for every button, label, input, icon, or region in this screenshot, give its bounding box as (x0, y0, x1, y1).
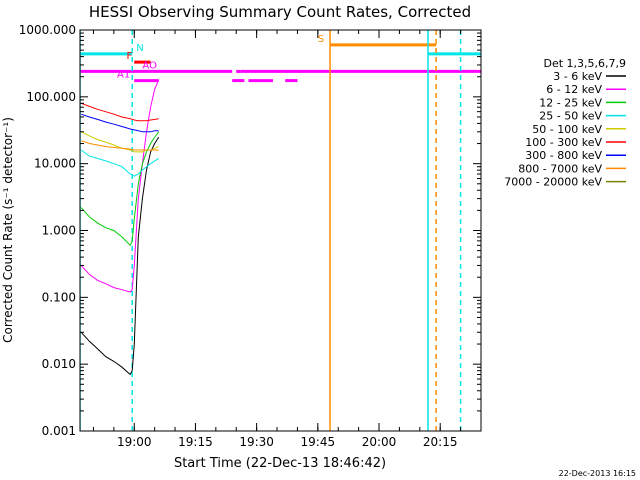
flag-label: AO (142, 60, 157, 71)
series-line (80, 79, 160, 293)
flag-label: N (136, 43, 143, 54)
flag-label: F (126, 51, 132, 62)
legend-title: Det 1,3,5,6,7,9 (543, 57, 626, 70)
legend-entry-label: 12 - 25 keV (539, 96, 602, 109)
legend-entry-label: 100 - 300 keV (525, 136, 602, 149)
footer-timestamp: 22-Dec-2013 16:15 (559, 469, 636, 478)
y-tick-label: 0.100 (42, 290, 76, 304)
series-line (81, 102, 159, 122)
plot-frame (79, 29, 482, 432)
y-tick-label: 1.000 (42, 224, 76, 238)
legend-entry-label: 6 - 12 keV (546, 83, 602, 96)
legend-entry-label: 3 - 6 keV (553, 70, 602, 83)
series-line (81, 113, 159, 133)
x-tick-label: 19:45 (301, 435, 336, 449)
y-tick-label: 0.010 (42, 357, 76, 371)
chart-title: HESSI Observing Summary Count Rates, Cor… (89, 3, 471, 21)
legend-entry-label: 50 - 100 keV (532, 123, 602, 136)
y-tick-label: 0.001 (42, 424, 76, 438)
series-line (80, 136, 160, 376)
y-axis-label: Corrected Count Rate (s⁻¹ detector⁻¹) (1, 117, 15, 343)
legend-entry-label: 800 - 7000 keV (518, 162, 602, 175)
x-tick-label: 19:30 (239, 435, 274, 449)
series-line (80, 131, 160, 247)
legend-entry-label: 25 - 50 keV (539, 110, 602, 123)
series-line (81, 140, 159, 151)
legend-entry-label: 300 - 800 keV (525, 149, 602, 162)
flag-label: S (318, 34, 324, 45)
x-tick-label: 19:00 (117, 435, 152, 449)
series-line (80, 131, 159, 153)
y-tick-label: 10.000 (34, 157, 76, 171)
legend-entry-label: 7000 - 20000 keV (504, 176, 602, 189)
series-line (80, 149, 159, 177)
x-tick-label: 19:15 (178, 435, 213, 449)
flag-label: A1 (117, 70, 130, 81)
x-tick-label: 20:15 (423, 435, 458, 449)
x-tick-label: 20:00 (362, 435, 397, 449)
y-tick-label: 1000.000 (19, 23, 76, 37)
x-axis-label: Start Time (22-Dec-13 18:46:42) (174, 456, 386, 471)
y-tick-label: 100.000 (26, 90, 76, 104)
